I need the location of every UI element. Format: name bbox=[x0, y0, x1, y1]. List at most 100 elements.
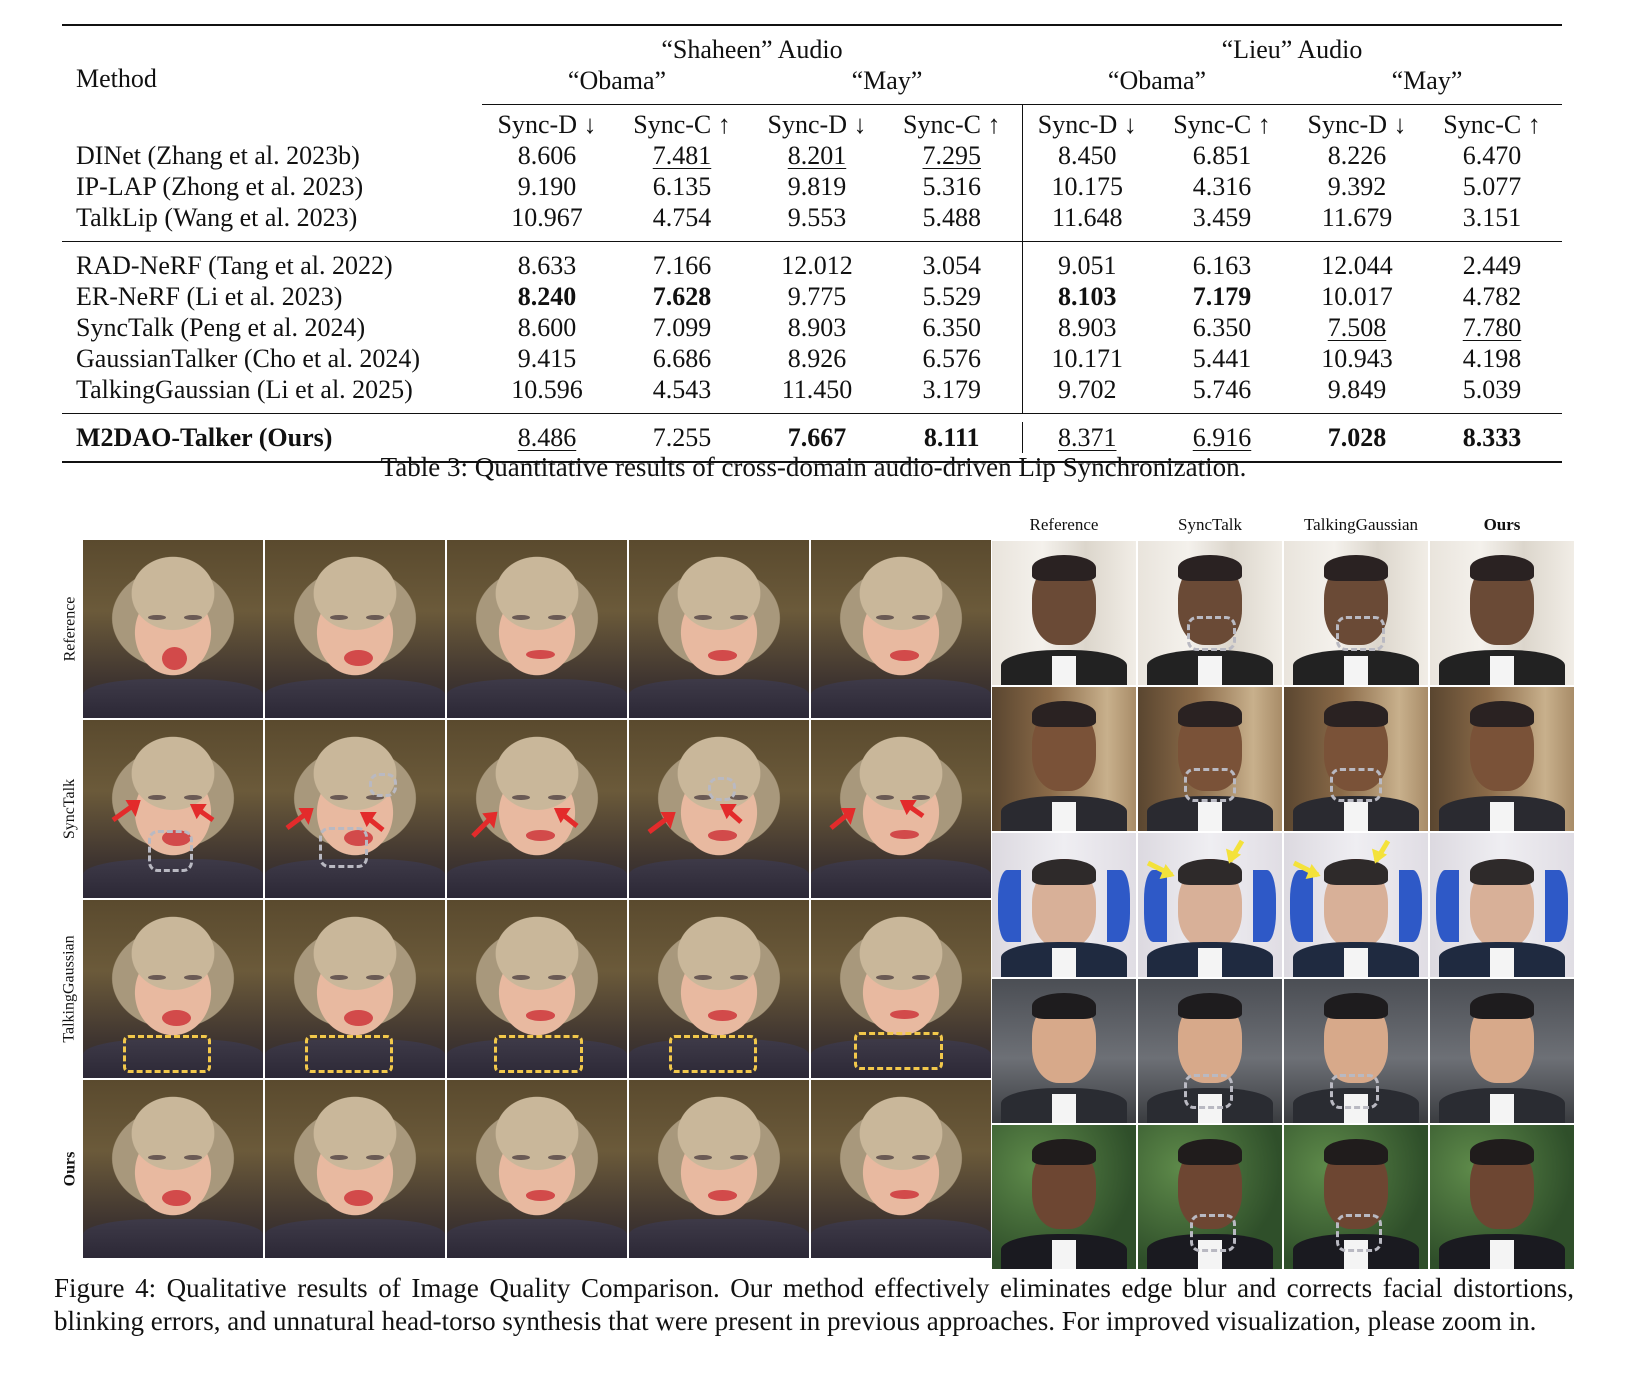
column-header: Reference bbox=[1029, 515, 1099, 534]
value-cell: 7.255 bbox=[652, 423, 712, 452]
figure-caption: Figure 4: Qualitative results of Image Q… bbox=[54, 1273, 1574, 1336]
value-cell: 9.849 bbox=[1327, 375, 1387, 404]
value-cell: 12.044 bbox=[1321, 251, 1393, 280]
face-image bbox=[265, 540, 445, 718]
audio-group-header: “Shaheen” Audio bbox=[661, 35, 843, 64]
column-header: TalkingGaussian bbox=[1303, 515, 1418, 534]
artifact-box bbox=[668, 1035, 758, 1074]
value-cell: 7.166 bbox=[652, 251, 712, 280]
value-cell: 8.450 bbox=[1021, 140, 1152, 171]
row-label: Reference bbox=[61, 596, 78, 662]
face-image bbox=[447, 1080, 627, 1258]
artifact-box bbox=[147, 830, 194, 872]
value-cell: 3.151 bbox=[1462, 203, 1522, 232]
face-image bbox=[1430, 541, 1574, 685]
value-cell: 6.350 bbox=[922, 313, 982, 342]
face-image bbox=[992, 1125, 1136, 1269]
face-image bbox=[1284, 833, 1428, 977]
table-row: RAD-NeRF (Tang et al. 2022) 8.633 7.166 … bbox=[62, 250, 1562, 281]
metric-header: Sync-D ↓ bbox=[752, 104, 882, 140]
value-cell: 7.099 bbox=[652, 313, 712, 342]
multi-subject-image-grid bbox=[992, 541, 1574, 1281]
value-cell: 5.529 bbox=[922, 282, 982, 311]
face-image bbox=[83, 1080, 263, 1258]
value-cell: 8.903 bbox=[787, 313, 847, 342]
artifact-box bbox=[493, 1035, 583, 1074]
value-cell: 10.171 bbox=[1021, 343, 1152, 374]
value-cell: 10.017 bbox=[1321, 282, 1393, 311]
table-row: GaussianTalker (Cho et al. 2024) 9.415 6… bbox=[62, 343, 1562, 374]
value-cell: 5.441 bbox=[1192, 344, 1252, 373]
face-image bbox=[1430, 1125, 1574, 1269]
yellow-arrow-icon bbox=[1292, 839, 1391, 880]
face-image bbox=[629, 900, 809, 1078]
metric-header: Sync-D ↓ bbox=[482, 104, 612, 140]
column-header: Ours bbox=[1483, 515, 1521, 534]
value-cell: 2.449 bbox=[1462, 251, 1522, 280]
row-label: Ours bbox=[61, 1151, 79, 1187]
value-cell: 9.775 bbox=[787, 282, 847, 311]
table-row: TalkingGaussian (Li et al. 2025) 10.596 … bbox=[62, 374, 1562, 405]
value-cell: 7.481 bbox=[652, 141, 712, 170]
face-image bbox=[83, 900, 263, 1078]
table-row: TalkLip (Wang et al. 2023) 10.967 4.754 … bbox=[62, 202, 1562, 233]
value-cell: 9.190 bbox=[517, 172, 577, 201]
value-cell: 7.628 bbox=[652, 282, 712, 311]
face-image bbox=[1430, 687, 1574, 831]
value-cell: 9.553 bbox=[787, 203, 847, 232]
method-cell: DINet (Zhang et al. 2023b) bbox=[76, 141, 360, 170]
value-cell: 7.508 bbox=[1327, 313, 1387, 342]
audio-group-header: “Lieu” Audio bbox=[1221, 35, 1363, 64]
face-image bbox=[447, 900, 627, 1078]
face-image bbox=[83, 720, 263, 898]
value-cell: 5.039 bbox=[1462, 375, 1522, 404]
value-cell: 8.606 bbox=[517, 141, 577, 170]
value-cell: 4.543 bbox=[652, 375, 712, 404]
value-cell: 6.851 bbox=[1192, 141, 1252, 170]
artifact-box bbox=[1189, 1214, 1237, 1252]
red-arrow-icon bbox=[285, 808, 385, 832]
method-cell: GaussianTalker (Cho et al. 2024) bbox=[76, 344, 421, 373]
value-cell: 6.686 bbox=[652, 344, 712, 373]
face-image bbox=[1284, 541, 1428, 685]
value-cell: 6.350 bbox=[1192, 313, 1252, 342]
artifact-box bbox=[369, 773, 397, 798]
value-cell: 6.916 bbox=[1192, 423, 1252, 452]
value-cell: 8.111 bbox=[923, 423, 980, 452]
value-cell: 7.028 bbox=[1327, 423, 1387, 452]
table-row: DINet (Zhang et al. 2023b) 8.606 7.481 8… bbox=[62, 140, 1562, 171]
red-arrow-icon bbox=[647, 804, 743, 834]
value-cell: 9.819 bbox=[787, 172, 847, 201]
face-image bbox=[629, 720, 809, 898]
value-cell: 8.226 bbox=[1327, 141, 1387, 170]
face-image bbox=[447, 720, 627, 898]
value-cell: 8.333 bbox=[1462, 423, 1522, 452]
method-cell: TalkLip (Wang et al. 2023) bbox=[76, 203, 358, 232]
face-image bbox=[1430, 979, 1574, 1123]
value-cell: 6.135 bbox=[652, 172, 712, 201]
method-cell: IP-LAP (Zhong et al. 2023) bbox=[76, 172, 364, 201]
value-cell: 11.648 bbox=[1021, 202, 1152, 233]
metric-header: Sync-C ↑ bbox=[1152, 104, 1292, 140]
method-header: Method bbox=[76, 64, 157, 93]
value-cell: 8.926 bbox=[787, 344, 847, 373]
face-image bbox=[1284, 979, 1428, 1123]
value-cell: 10.175 bbox=[1021, 171, 1152, 202]
face-image bbox=[629, 1080, 809, 1258]
metric-header: Sync-C ↑ bbox=[882, 104, 1022, 140]
artifact-box bbox=[122, 1035, 212, 1074]
face-image bbox=[811, 720, 991, 898]
red-arrow-icon bbox=[829, 799, 925, 830]
artifact-box bbox=[1330, 767, 1383, 803]
face-image bbox=[811, 1080, 991, 1258]
metric-header: Sync-C ↑ bbox=[1422, 104, 1562, 140]
subject-header: “Obama” bbox=[567, 66, 667, 95]
artifact-box bbox=[1335, 1214, 1383, 1252]
value-cell: 7.179 bbox=[1192, 282, 1252, 311]
value-cell: 8.201 bbox=[787, 141, 847, 170]
value-cell: 4.754 bbox=[652, 203, 712, 232]
artifact-box bbox=[1186, 615, 1237, 651]
value-cell: 5.316 bbox=[922, 172, 982, 201]
value-cell: 5.488 bbox=[922, 203, 982, 232]
value-cell: 11.679 bbox=[1321, 203, 1393, 232]
